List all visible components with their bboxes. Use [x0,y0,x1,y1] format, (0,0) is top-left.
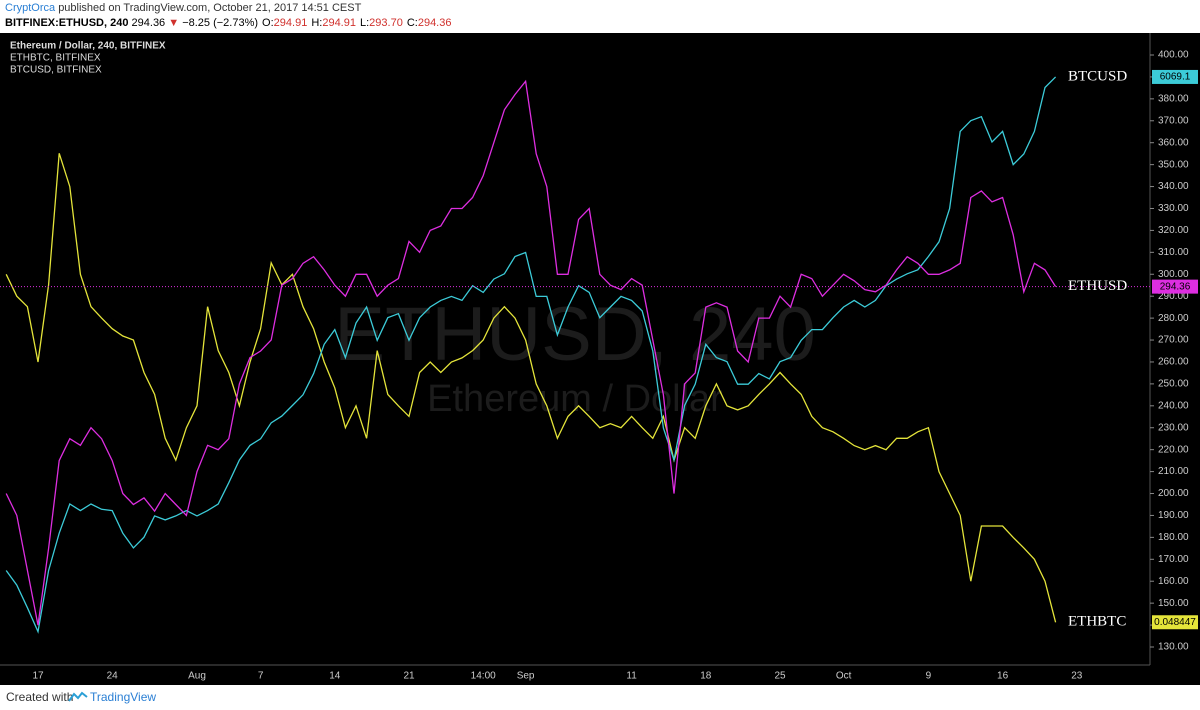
ohlc-value: 294.91 [322,17,356,29]
y-tick-label: 280.00 [1158,313,1189,324]
x-tick-label: Aug [188,671,206,682]
y-tick-label: 180.00 [1158,532,1189,543]
series-line [5,79,1057,626]
legend-entry: Ethereum / Dollar, 240, BITFINEX [10,41,166,52]
y-tick-label: 270.00 [1158,335,1189,346]
price-label-box [1152,615,1198,630]
ohlc-key: C: [406,17,418,29]
ohlc-key: L: [359,17,370,29]
y-tick-label: 220.00 [1158,444,1189,455]
ohlc-key: H: [311,17,323,29]
y-tick-label: 340.00 [1158,181,1189,192]
ohlc-value: 293.70 [369,17,403,29]
x-tick-label: 24 [107,671,119,682]
y-tick-label: 380.00 [1158,93,1189,104]
created-with: Created with [6,690,74,704]
watermark-symbol: ETHUSD, 240 [334,292,816,377]
logo [68,691,88,702]
y-tick-label: 240.00 [1158,400,1189,411]
y-tick-label: 370.00 [1158,115,1189,126]
y-tick-label: 230.00 [1158,422,1189,433]
x-tick-label: 17 [32,671,44,682]
x-tick-label: 7 [258,671,264,682]
symbol: BITFINEX:ETHUSD, 240 [5,17,129,29]
y-tick-label: 260.00 [1158,357,1189,368]
y-tick-label: 290.00 [1158,291,1189,302]
x-tick-label: 18 [700,671,712,682]
legend-entry: ETHBTC, BITFINEX [10,53,101,64]
legend-entry: BTCUSD, BITFINEX [10,65,102,76]
series-line [5,76,1057,634]
footer: Created with TradingView [0,685,1200,710]
last: 294.36 [131,17,166,29]
y-tick-label: 170.00 [1158,554,1189,565]
series-line [5,153,1057,623]
header: CryptOrca published on TradingView.com, … [0,0,1200,33]
brand[interactable]: TradingView [90,690,157,704]
series-annotation: BTCUSD [1068,68,1127,84]
x-tick-label: 25 [774,671,786,682]
x-tick-label: 14:00 [471,671,496,682]
x-tick-label: 21 [403,671,415,682]
y-tick-label: 400.00 [1158,50,1189,61]
price-label: 6069.1 [1160,72,1191,83]
published: published on TradingView.com, October 21… [58,2,362,14]
y-tick-label: 190.00 [1158,510,1189,521]
x-tick-label: 11 [626,671,637,682]
y-tick-label: 350.00 [1158,159,1189,170]
ohlc-value: 294.36 [417,17,452,29]
arrow: ▼ [168,17,180,29]
publish-line: CryptOrca published on TradingView.com, … [5,2,361,14]
ohlc: O:294.91 H:294.91 L:293.70 C:294.36 [258,17,451,29]
series-annotation: ETHBTC [1068,614,1126,630]
x-tick-label: Sep [517,671,535,682]
change: −8.25 (−2.73%) [182,17,259,29]
x-tick-label: 23 [1071,671,1083,682]
y-tick-label: 310.00 [1158,247,1189,258]
y-tick-label: 360.00 [1158,137,1189,148]
y-tick-label: 150.00 [1158,598,1189,609]
quote-line: BITFINEX:ETHUSD, 240 294.36 ▼ −8.25 (−2.… [5,17,451,29]
x-tick-label: 14 [329,671,341,682]
ohlc-value: 294.91 [273,17,308,29]
chart: ETHUSD, 240 Ethereum / Dollar 130.00 14 0.… [0,33,1200,685]
y-tick-label: 210.00 [1158,466,1189,477]
ohlc-key: O: [262,17,274,29]
price-label: 294.36 [1160,281,1191,292]
x-tick-label: 16 [997,671,1009,682]
price-label-box [1152,69,1198,84]
author[interactable]: CryptOrca [5,2,56,14]
y-tick-label: 250.00 [1158,379,1189,390]
y-tick-label: 130.00 [1158,642,1189,653]
y-tick-label: 320.00 [1158,225,1189,236]
background [0,33,1200,685]
x-tick-label: 9 [926,671,932,682]
y-tick-label: 200.00 [1158,488,1189,499]
series-annotation: ETHUSD [1068,278,1127,294]
watermark-description: Ethereum / Dollar [427,378,723,420]
y-tick-label: 160.00 [1158,576,1189,587]
price-label-box [1152,279,1198,294]
x-tick-label: Oct [836,671,852,682]
price-label: 0.048447 [1154,617,1196,628]
y-tick-label: 300.00 [1158,269,1189,280]
y-tick-label: 330.00 [1158,203,1189,214]
